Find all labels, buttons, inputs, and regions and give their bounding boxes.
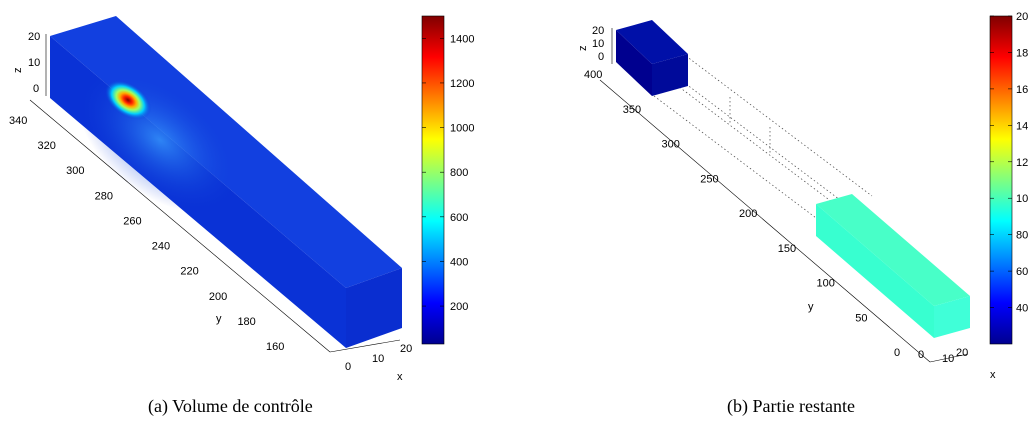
- panel-b: 20 10 0 z 0 50 100 150 200 250 300 350 400 y 0 1…: [577, 11, 1028, 381]
- x-tick: 20: [956, 347, 968, 359]
- y-axis-label: y: [808, 301, 814, 313]
- colorbar-tick: 1200: [450, 78, 474, 90]
- colorbar-tick: 60: [1016, 266, 1028, 278]
- volume-end-face: [346, 268, 402, 348]
- top-block-right: [652, 54, 688, 96]
- z-tick: 10: [28, 57, 40, 69]
- y-tick: 280: [95, 190, 113, 202]
- y-tick: 350: [623, 104, 641, 116]
- top-block-left: [616, 30, 652, 96]
- x-tick: 0: [345, 361, 351, 373]
- z-tick: 20: [28, 31, 40, 43]
- x-tick: 20: [400, 343, 412, 355]
- y-tick: 250: [700, 173, 718, 185]
- y-tick: 300: [662, 139, 680, 151]
- colorbar-tick: 80: [1016, 230, 1028, 242]
- y-tick: 200: [209, 291, 227, 303]
- y-tick: 260: [123, 215, 141, 227]
- z-tick: 0: [33, 83, 39, 95]
- caption-b: (b) Partie restante: [727, 396, 855, 416]
- panel-a: 20 10 0 z 160180200220240260280300320340…: [9, 15, 474, 383]
- y-tick: 0: [894, 347, 900, 359]
- y-tick: 320: [38, 140, 56, 152]
- colorbar-tick: 14: [1016, 120, 1028, 132]
- x-tick: 10: [372, 353, 384, 365]
- z-axis-label: z: [12, 68, 24, 74]
- y-axis-label: y: [216, 313, 222, 325]
- y-tick: 240: [152, 241, 170, 253]
- y-tick: 160: [266, 341, 284, 353]
- hotspot: [104, 80, 152, 120]
- colorbar-tick: 1000: [450, 123, 474, 135]
- x-axis-label: x: [990, 369, 996, 381]
- colorbar-a: [421, 15, 445, 345]
- colorbar-tick: 800: [450, 167, 468, 179]
- caption-a: (a) Volume de contrôle: [148, 396, 313, 416]
- x-tick: 10: [942, 353, 954, 365]
- colorbar-tick: 200: [450, 301, 468, 313]
- colorbar-tick: 20: [1016, 11, 1028, 23]
- z-tick: 10: [592, 38, 604, 50]
- z-axis-label: z: [577, 46, 589, 52]
- x-axis-label: x: [397, 371, 403, 383]
- y-tick: 180: [237, 316, 255, 328]
- figure-canvas: 20 10 0 z 160180200220240260280300320340…: [9, 11, 1028, 383]
- y-tick: 220: [180, 266, 198, 278]
- colorbar-tick: 600: [450, 212, 468, 224]
- bottom-block-end: [934, 296, 970, 338]
- z-tick: 0: [598, 51, 604, 63]
- bottom-block-top: [816, 194, 970, 306]
- y-tick: 340: [9, 115, 27, 127]
- colorbar-tick: 40: [1016, 303, 1028, 315]
- top-block-top: [616, 20, 688, 64]
- colorbar-tick: 12: [1016, 157, 1028, 169]
- y-tick: 100: [817, 278, 835, 290]
- y-tick: 200: [739, 208, 757, 220]
- colorbar-tick: 10: [1016, 193, 1028, 205]
- y-axis-line: [599, 79, 931, 363]
- z-tick: 20: [592, 25, 604, 37]
- y-tick: 300: [66, 165, 84, 177]
- bottom-block-left: [816, 204, 934, 338]
- y-tick: 400: [584, 69, 602, 81]
- y-tick: 150: [778, 243, 796, 255]
- colorbar-tick: 1400: [450, 33, 474, 45]
- x-tick: 0: [918, 349, 924, 361]
- y-tick: 50: [855, 312, 867, 324]
- x-axis-line: [329, 339, 401, 353]
- y-axis-line: [29, 99, 331, 353]
- colorbar-tick: 400: [450, 256, 468, 268]
- colorbar-tick: 16: [1016, 84, 1028, 96]
- x-axis-line: [929, 353, 969, 363]
- colorbar-tick: 18: [1016, 47, 1028, 59]
- colorbar-b: [989, 15, 1013, 345]
